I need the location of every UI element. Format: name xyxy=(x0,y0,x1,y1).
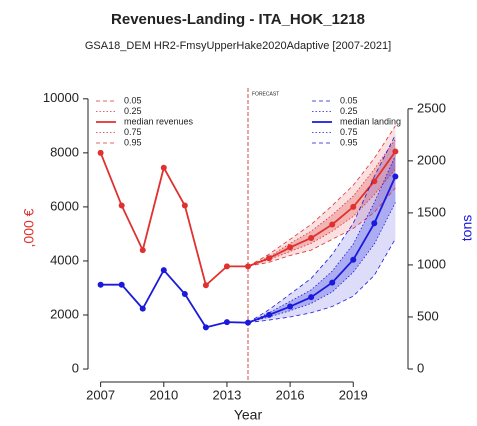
y-tick-label: 10000 xyxy=(43,90,79,105)
point xyxy=(202,282,209,289)
y2-axis-label: tons xyxy=(459,215,475,241)
x-tick-label: 2010 xyxy=(149,387,178,402)
point xyxy=(287,303,294,310)
y-tick-label: 8000 xyxy=(50,144,79,159)
x-tick-label: 2013 xyxy=(212,387,241,402)
y2-tick-label: 2000 xyxy=(417,152,446,167)
legend-label: 0.75 xyxy=(124,127,142,137)
series-line xyxy=(247,125,396,267)
legend-label: 0.95 xyxy=(124,137,142,147)
point xyxy=(350,256,357,263)
point xyxy=(308,234,315,241)
point xyxy=(245,319,251,326)
point xyxy=(97,149,104,156)
x-tick-label: 2019 xyxy=(339,387,368,402)
legend-label: 0.95 xyxy=(340,137,358,147)
y-tick-label: 0 xyxy=(72,360,79,375)
point xyxy=(371,220,378,227)
point xyxy=(181,291,188,298)
point xyxy=(329,279,336,286)
x-axis-label: Year xyxy=(234,407,263,423)
point xyxy=(223,319,230,326)
point xyxy=(118,202,125,209)
series-line xyxy=(247,155,396,324)
y2-tick-label: 2500 xyxy=(417,100,446,115)
legend-label: median revenues xyxy=(124,116,194,126)
series-line xyxy=(247,238,396,324)
point xyxy=(329,221,336,228)
legend-label: 0.25 xyxy=(340,106,358,116)
point xyxy=(160,164,167,171)
y2-tick-label: 1500 xyxy=(417,204,446,219)
point xyxy=(139,247,146,254)
point xyxy=(97,281,104,288)
point xyxy=(181,202,188,209)
point xyxy=(392,173,399,180)
legend-label: 0.05 xyxy=(340,95,358,105)
point xyxy=(350,203,357,210)
point xyxy=(223,263,230,270)
y2-tick-label: 500 xyxy=(417,308,439,323)
chart-subtitle: GSA18_DEM HR2-FmsyUpperHake2020Adaptive … xyxy=(85,40,391,52)
y-tick-label: 2000 xyxy=(50,306,79,321)
quantile-band xyxy=(248,139,396,267)
x-tick-label: 2007 xyxy=(86,387,115,402)
series-line xyxy=(247,134,396,324)
legend-label: median landing xyxy=(340,116,401,126)
point xyxy=(266,255,273,262)
point xyxy=(392,148,399,155)
y2-tick-label: 0 xyxy=(417,360,424,375)
series-line xyxy=(247,187,396,267)
chart-title: Revenues-Landing - ITA_HOK_1218 xyxy=(111,11,365,28)
point xyxy=(118,281,125,288)
point xyxy=(308,294,315,301)
legend-label: 0.05 xyxy=(124,95,142,105)
y-tick-label: 6000 xyxy=(50,198,79,213)
y-axis-label: ,000 € xyxy=(21,208,37,247)
x-tick-label: 2016 xyxy=(276,387,305,402)
quantile-band xyxy=(248,134,396,323)
y2-tick-label: 1000 xyxy=(417,256,446,271)
point xyxy=(139,305,146,312)
point xyxy=(160,267,167,274)
point xyxy=(266,311,273,318)
forecast-label: FORECAST xyxy=(252,91,279,97)
series-line xyxy=(247,168,396,267)
point xyxy=(287,244,294,251)
legend-label: 0.75 xyxy=(340,127,358,137)
legend-label: 0.25 xyxy=(124,106,142,116)
point xyxy=(371,178,378,185)
point xyxy=(202,324,209,331)
series-line xyxy=(247,202,396,324)
y-tick-label: 4000 xyxy=(50,252,79,267)
point xyxy=(245,263,251,270)
